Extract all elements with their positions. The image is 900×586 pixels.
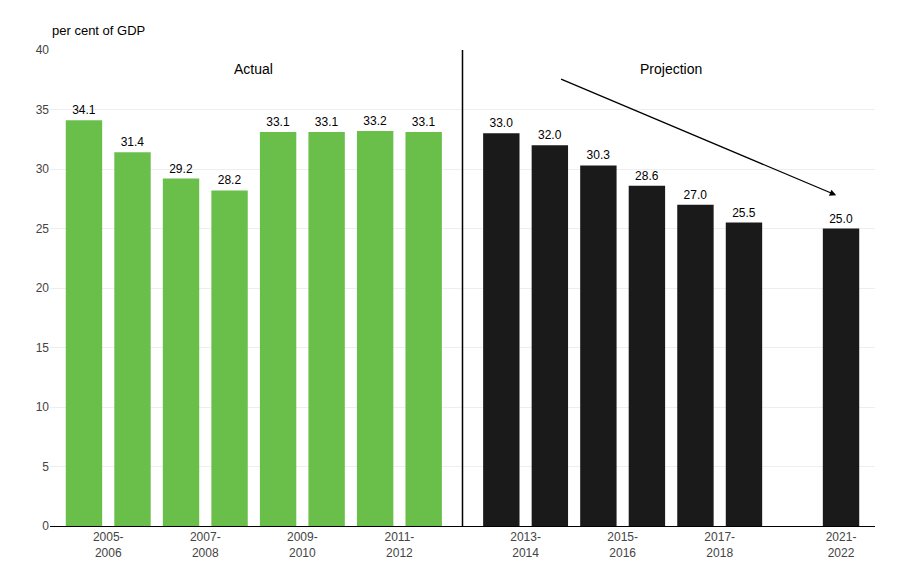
- svg-text:27.0: 27.0: [684, 188, 708, 202]
- svg-text:30: 30: [36, 162, 50, 176]
- svg-text:30.3: 30.3: [587, 148, 611, 162]
- svg-text:10: 10: [36, 400, 50, 414]
- svg-text:2009-2010: 2009-2010: [287, 530, 318, 560]
- svg-text:40: 40: [36, 43, 50, 57]
- svg-text:33.1: 33.1: [315, 115, 339, 129]
- svg-text:35: 35: [36, 103, 50, 117]
- svg-text:15: 15: [36, 341, 50, 355]
- svg-text:29.2: 29.2: [169, 162, 193, 176]
- svg-text:Actual: Actual: [234, 61, 273, 77]
- svg-text:33.2: 33.2: [363, 114, 387, 128]
- svg-text:25.0: 25.0: [829, 212, 853, 226]
- svg-text:33.1: 33.1: [266, 115, 290, 129]
- svg-text:2013-2014: 2013-2014: [510, 530, 541, 560]
- svg-text:5: 5: [42, 460, 49, 474]
- svg-text:34.1: 34.1: [72, 103, 96, 117]
- svg-text:0: 0: [42, 519, 49, 533]
- svg-text:per cent of GDP: per cent of GDP: [52, 23, 145, 38]
- svg-text:33.1: 33.1: [412, 115, 436, 129]
- svg-text:2021-2022: 2021-2022: [826, 530, 857, 560]
- svg-text:2007-2008: 2007-2008: [190, 530, 221, 560]
- svg-text:2015-2016: 2015-2016: [607, 530, 638, 560]
- svg-text:32.0: 32.0: [538, 128, 562, 142]
- svg-text:Projection: Projection: [640, 61, 702, 77]
- svg-text:33.0: 33.0: [489, 116, 513, 130]
- svg-text:31.4: 31.4: [121, 135, 145, 149]
- svg-text:20: 20: [36, 281, 50, 295]
- svg-text:25.5: 25.5: [732, 206, 756, 220]
- svg-text:28.6: 28.6: [635, 169, 659, 183]
- svg-text:25: 25: [36, 222, 50, 236]
- svg-text:2005-2006: 2005-2006: [93, 530, 124, 560]
- svg-text:2011-2012: 2011-2012: [385, 530, 415, 560]
- svg-text:28.2: 28.2: [218, 173, 242, 187]
- svg-text:2017-2018: 2017-2018: [704, 530, 735, 560]
